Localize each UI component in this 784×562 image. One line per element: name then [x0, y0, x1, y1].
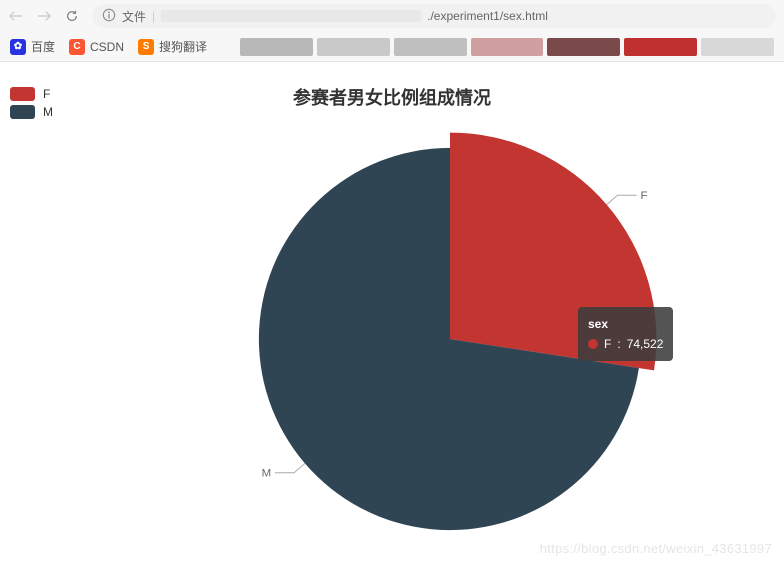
bookmark-icon: C: [69, 39, 85, 55]
bookmark-icon: ✿: [10, 39, 26, 55]
pie-label: F: [640, 190, 647, 202]
blurred-tab: [317, 38, 390, 56]
forward-icon[interactable]: [36, 8, 52, 24]
bookmark-item[interactable]: C CSDN: [69, 38, 124, 55]
tooltip-title: sex: [588, 315, 663, 333]
blurred-tabs: [240, 38, 774, 56]
addr-file-label: 文件: [122, 8, 146, 25]
tooltip-item-label: F: [604, 335, 611, 353]
chart-content: FM 参赛者男女比例组成情况 FM sex F: 74,522 https://…: [0, 62, 784, 562]
pie-label-line: [275, 463, 305, 472]
addr-blur: [161, 10, 421, 22]
tooltip-dot-icon: [588, 339, 598, 349]
back-icon[interactable]: [8, 8, 24, 24]
pie-label-line: [607, 195, 637, 204]
nav-row: 文件 | ./experiment1/sex.html: [0, 0, 784, 32]
legend-item[interactable]: F: [10, 87, 53, 101]
blurred-tab: [701, 38, 774, 56]
blurred-tab: [240, 38, 313, 56]
bookmark-item[interactable]: ✿ 百度: [10, 38, 55, 55]
addr-path: ./experiment1/sex.html: [427, 9, 548, 23]
legend-swatch-icon: [10, 105, 35, 119]
tooltip: sex F: 74,522: [578, 307, 673, 361]
legend[interactable]: FM: [10, 87, 53, 123]
bookmarks-row: ✿ 百度 C CSDN S 搜狗翻译: [0, 32, 784, 62]
chart-title: 参赛者男女比例组成情况: [293, 84, 491, 110]
bookmark-item[interactable]: S 搜狗翻译: [138, 38, 207, 55]
blurred-tab: [624, 38, 697, 56]
watermark: https://blog.csdn.net/weixin_43631997: [540, 541, 772, 556]
tooltip-item-value: 74,522: [627, 335, 664, 353]
bookmark-icon: S: [138, 39, 154, 55]
addr-separator: |: [152, 9, 155, 23]
browser-chrome: 文件 | ./experiment1/sex.html ✿ 百度 C CSDN S 搜狗翻…: [0, 0, 784, 62]
blurred-tab: [547, 38, 620, 56]
refresh-icon[interactable]: [64, 8, 80, 24]
pie-label: M: [262, 468, 272, 480]
info-icon: [102, 8, 116, 25]
bookmark-label: CSDN: [90, 40, 124, 54]
address-bar[interactable]: 文件 | ./experiment1/sex.html: [92, 4, 776, 28]
legend-label: F: [43, 87, 50, 101]
legend-item[interactable]: M: [10, 105, 53, 119]
bookmark-label: 搜狗翻译: [159, 38, 207, 55]
blurred-tab: [471, 38, 544, 56]
bookmark-label: 百度: [31, 38, 55, 55]
legend-swatch-icon: [10, 87, 35, 101]
blurred-tab: [394, 38, 467, 56]
legend-label: M: [43, 105, 53, 119]
